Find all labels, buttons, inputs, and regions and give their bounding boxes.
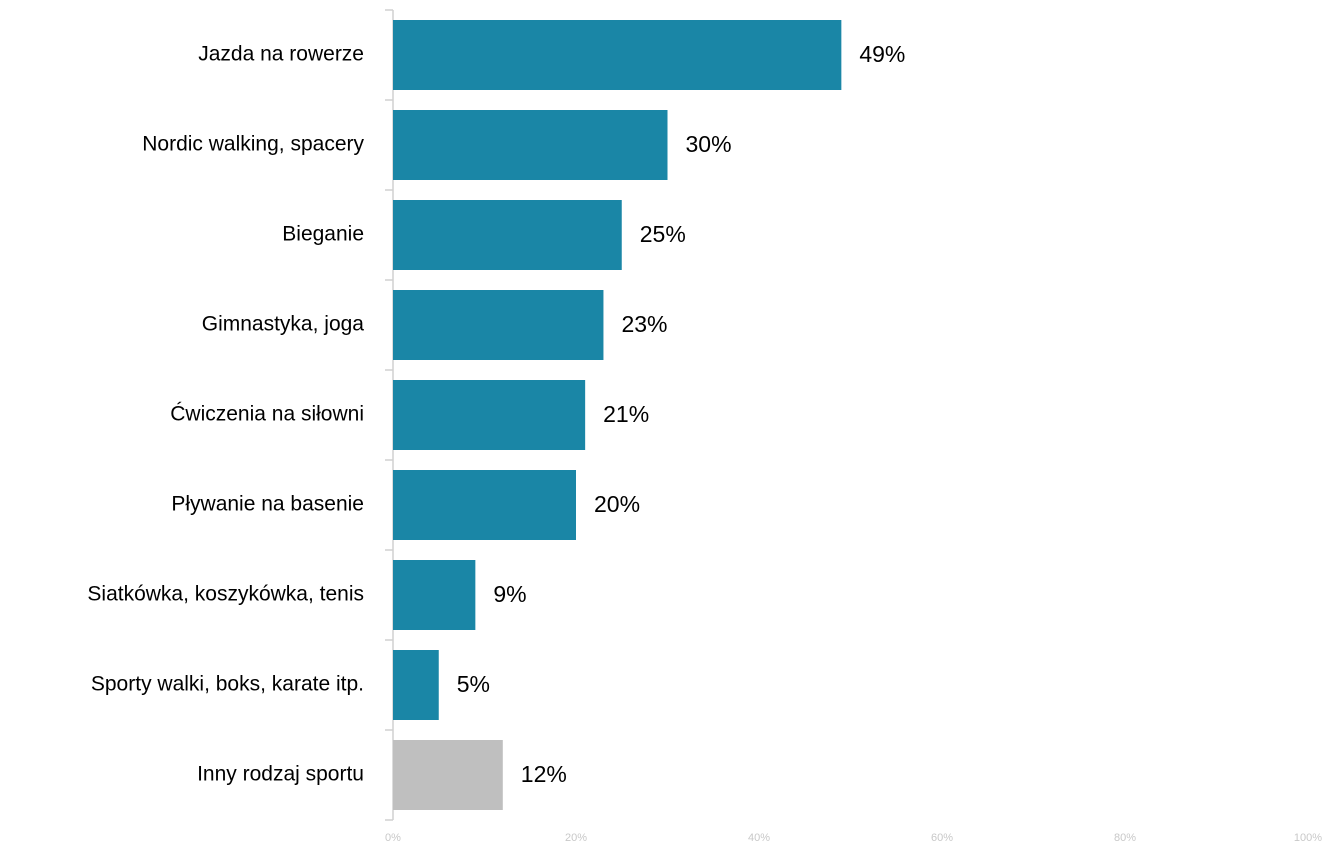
y-tick-label: Nordic walking, spacery	[142, 133, 364, 156]
y-tick-label: Ćwiczenia na siłowni	[170, 403, 364, 426]
bar	[393, 560, 476, 630]
x-tick-label: 0%	[385, 832, 401, 844]
y-tick-label: Pływanie na basenie	[171, 493, 364, 516]
bar	[393, 650, 439, 720]
y-tick-label: Inny rodzaj sportu	[197, 763, 364, 786]
y-tick-label: Siatkówka, koszykówka, tenis	[87, 583, 364, 606]
value-label: 23%	[621, 311, 667, 337]
x-tick-label: 80%	[1114, 832, 1136, 844]
value-label: 25%	[640, 221, 686, 247]
y-tick-label: Sporty walki, boks, karate itp.	[91, 673, 364, 696]
x-tick-label: 100%	[1294, 832, 1322, 844]
x-tick-label: 40%	[748, 832, 770, 844]
x-tick-label: 60%	[931, 832, 953, 844]
bar	[393, 20, 842, 90]
bar	[393, 290, 604, 360]
value-label: 9%	[493, 581, 526, 607]
value-label: 49%	[859, 41, 905, 67]
value-label: 5%	[457, 671, 490, 697]
bar	[393, 200, 622, 270]
y-tick-label: Jazda na rowerze	[198, 43, 364, 66]
bar	[393, 470, 576, 540]
value-label: 20%	[594, 491, 640, 517]
y-tick-label: Bieganie	[282, 223, 364, 246]
value-label: 21%	[603, 401, 649, 427]
value-label: 12%	[521, 761, 567, 787]
x-tick-label: 20%	[565, 832, 587, 844]
y-tick-label: Gimnastyka, joga	[202, 313, 365, 336]
bar	[393, 740, 503, 810]
value-label: 30%	[686, 131, 732, 157]
bar	[393, 110, 668, 180]
bar	[393, 380, 586, 450]
